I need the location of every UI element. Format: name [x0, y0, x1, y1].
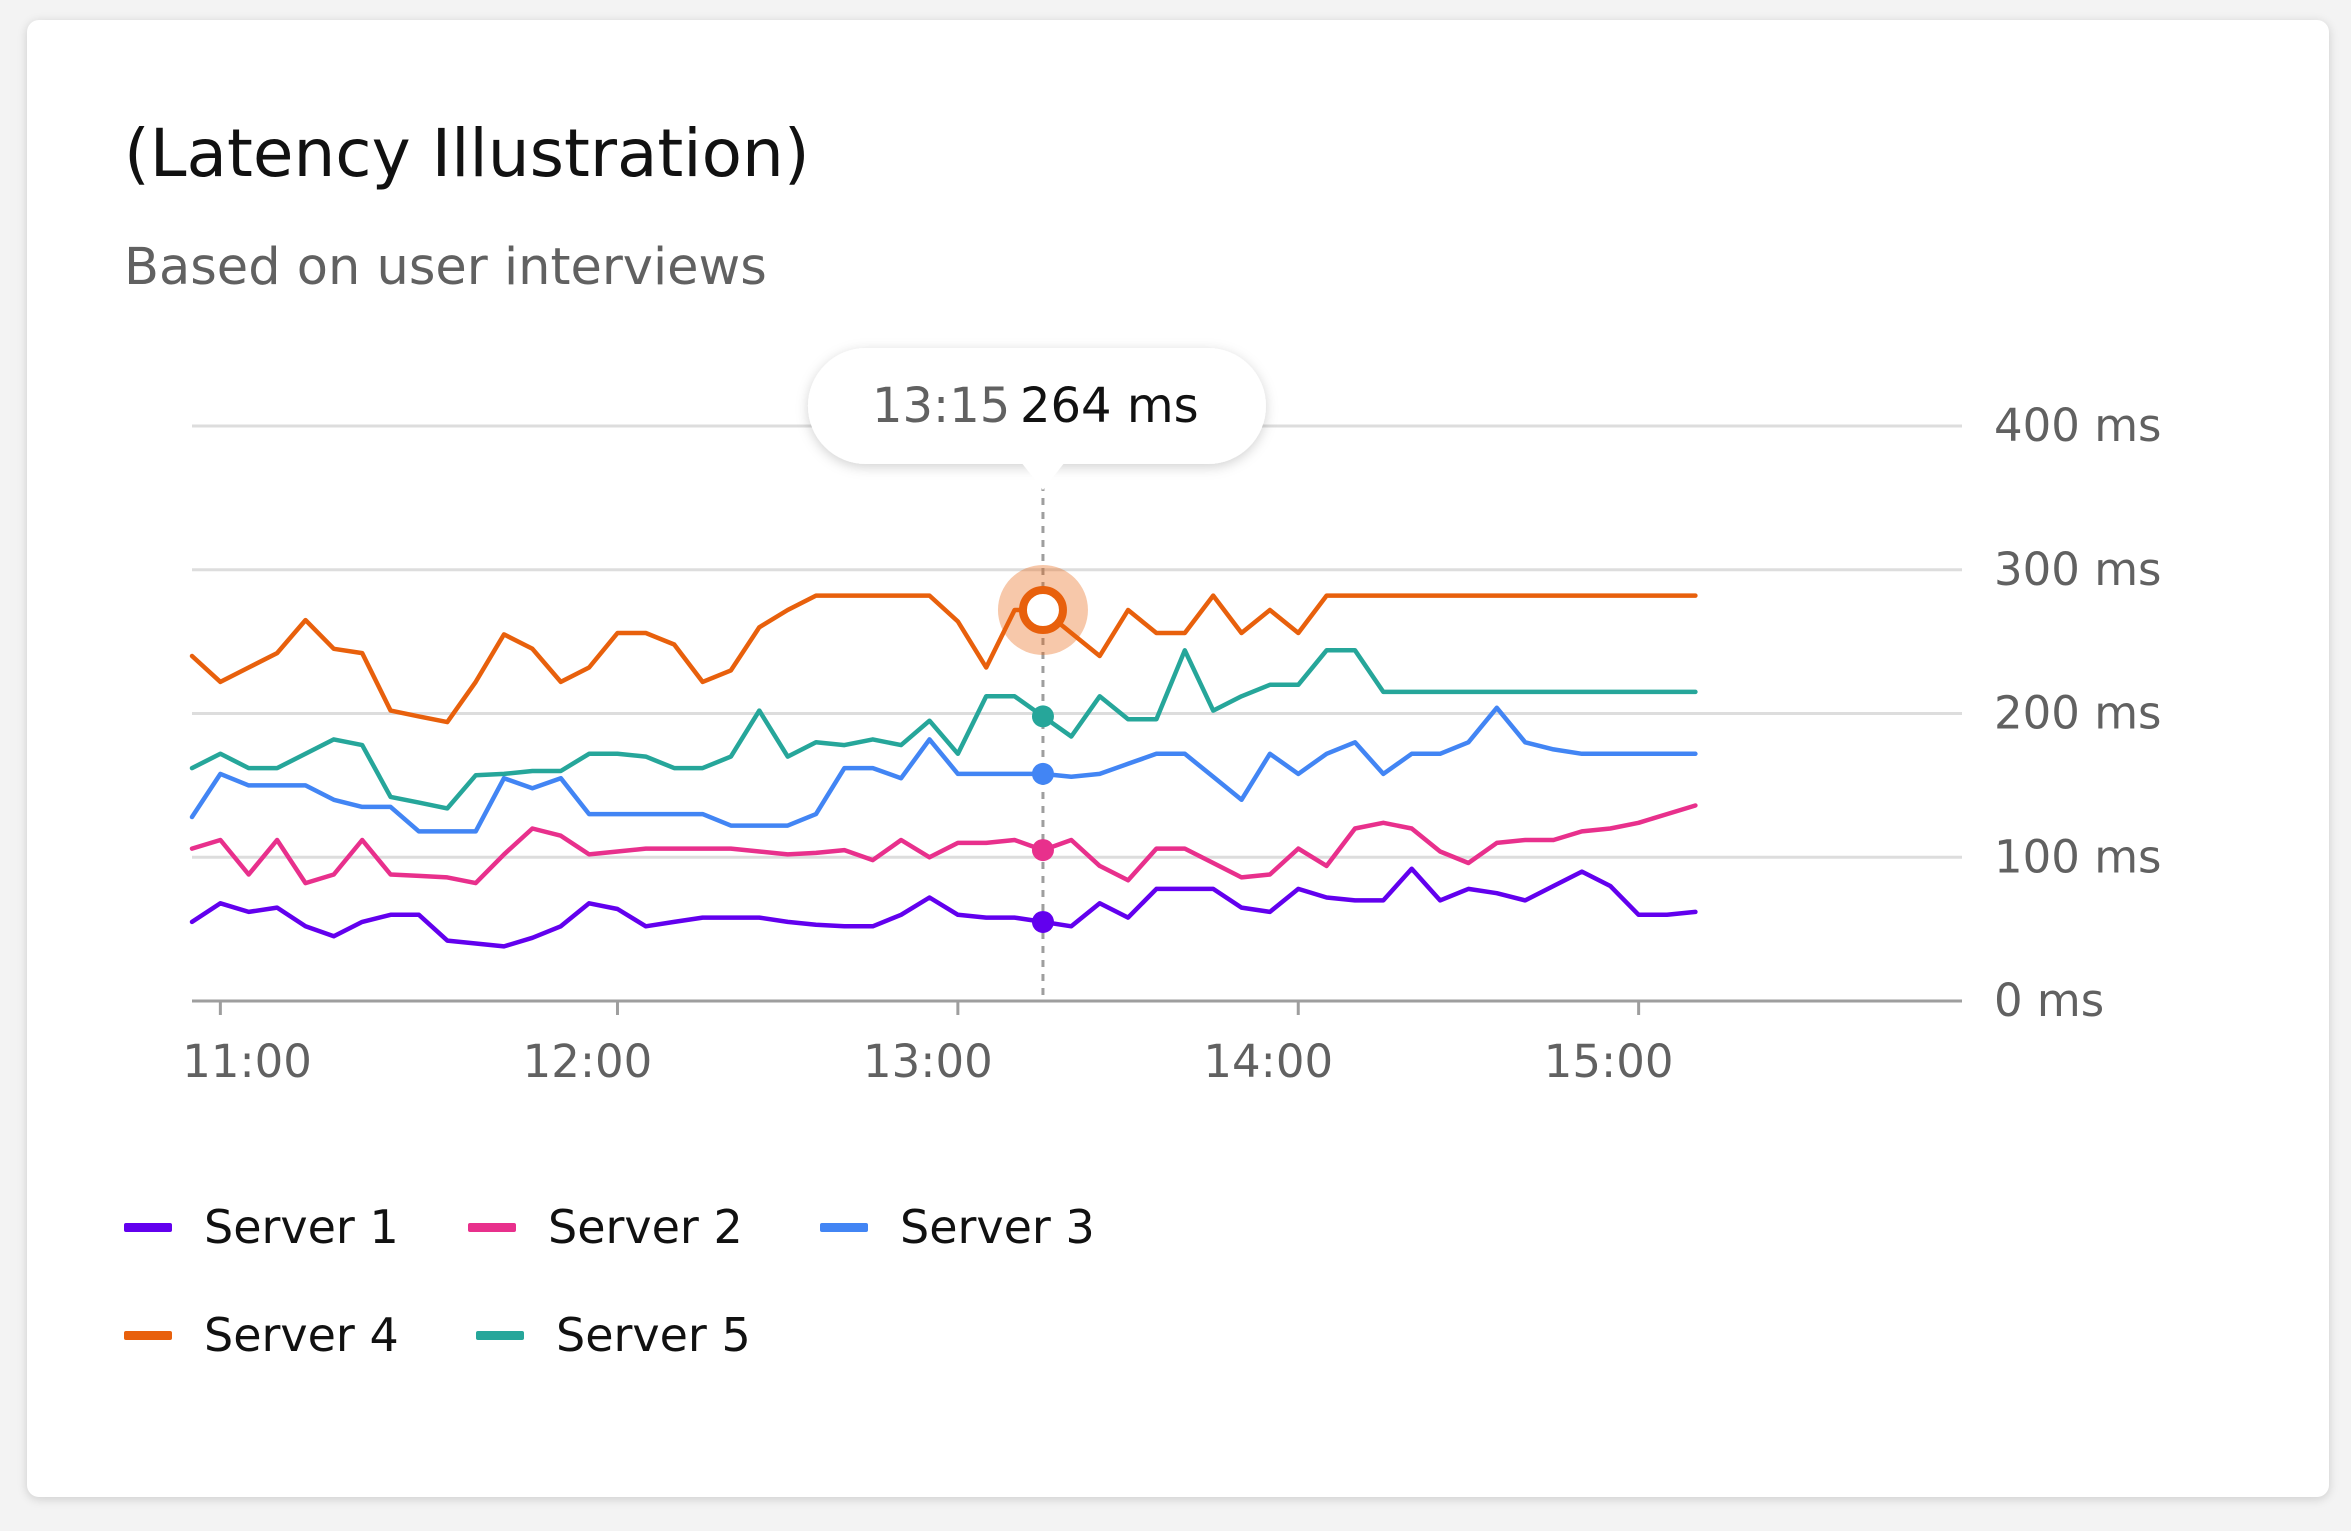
- hover-point: [1031, 910, 1054, 933]
- series-lines[interactable]: [189, 593, 1698, 949]
- legend-swatch-server-5: [476, 1330, 524, 1340]
- hover-point-active: [1018, 586, 1067, 634]
- legend-swatch-server-4: [124, 1330, 172, 1340]
- x-tick-label: 12:00: [523, 1035, 653, 1088]
- y-tick-label: 200 ms: [1994, 687, 2161, 740]
- x-tick-label: 15:00: [1544, 1035, 1674, 1088]
- tooltip: 13:15 264 ms: [807, 348, 1266, 490]
- tooltip-box: [807, 348, 1266, 464]
- legend-label: Server 4: [204, 1308, 399, 1362]
- series-line-server-3[interactable]: [189, 705, 1698, 834]
- tooltip-time: 13:15: [872, 378, 1010, 434]
- x-tick-label: 14:00: [1203, 1035, 1333, 1088]
- legend-item-server-1[interactable]: Server 1: [124, 1200, 399, 1254]
- legend-label: Server 1: [204, 1200, 399, 1254]
- tooltip-value: 264 ms: [1020, 378, 1199, 434]
- legend-swatch-server-1: [124, 1222, 172, 1232]
- grid-lines: [192, 424, 1962, 1003]
- legend-item-server-4[interactable]: Server 4: [124, 1308, 399, 1362]
- hover-point: [1031, 839, 1054, 862]
- chart-subtitle: Based on user interviews: [124, 238, 767, 297]
- chart-title: (Latency Illustration): [124, 115, 810, 192]
- y-tick-label: 400 ms: [1994, 399, 2161, 452]
- legend-label: Server 3: [900, 1200, 1095, 1254]
- hover-point: [1031, 762, 1054, 785]
- axes: 0 ms 100 ms 200 ms 300 ms 400 ms 11:00 12:00 13…: [182, 399, 2161, 1088]
- legend-label: Server 2: [548, 1200, 743, 1254]
- x-tick-label: 13:00: [863, 1035, 993, 1088]
- hover-indicator: [997, 470, 1088, 1001]
- series-line-server-5[interactable]: [189, 648, 1698, 811]
- x-tick-label: 11:00: [182, 1035, 312, 1088]
- series-line-server-1[interactable]: [189, 866, 1698, 949]
- hover-point: [1031, 705, 1054, 728]
- legend-item-server-3[interactable]: Server 3: [820, 1200, 1095, 1254]
- tooltip-pointer: [1020, 462, 1065, 490]
- y-tick-label: 100 ms: [1994, 830, 2161, 883]
- y-tick-label: 300 ms: [1994, 543, 2161, 596]
- chart-card: [27, 20, 2329, 1497]
- series-line-server-2[interactable]: [189, 803, 1698, 886]
- legend-label: Server 5: [556, 1308, 751, 1362]
- legend-item-server-2[interactable]: Server 2: [468, 1200, 743, 1254]
- legend-swatch-server-2: [468, 1222, 516, 1232]
- legend-item-server-5[interactable]: Server 5: [476, 1308, 751, 1362]
- y-tick-label: 0 ms: [1994, 974, 2104, 1027]
- legend-swatch-server-3: [820, 1222, 868, 1232]
- series-line-server-4[interactable]: [189, 593, 1698, 725]
